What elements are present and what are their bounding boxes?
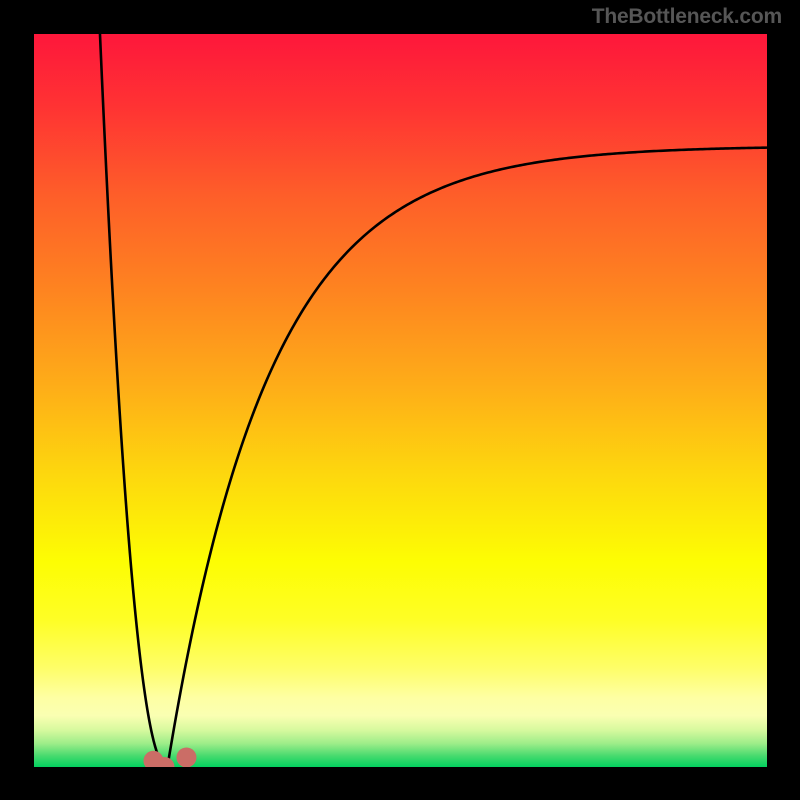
chart-container: TheBottleneck.com xyxy=(0,0,800,800)
marker-dot-2 xyxy=(176,747,196,767)
gradient-background xyxy=(34,34,767,767)
plot-area xyxy=(34,34,767,767)
attribution-watermark: TheBottleneck.com xyxy=(592,5,782,29)
